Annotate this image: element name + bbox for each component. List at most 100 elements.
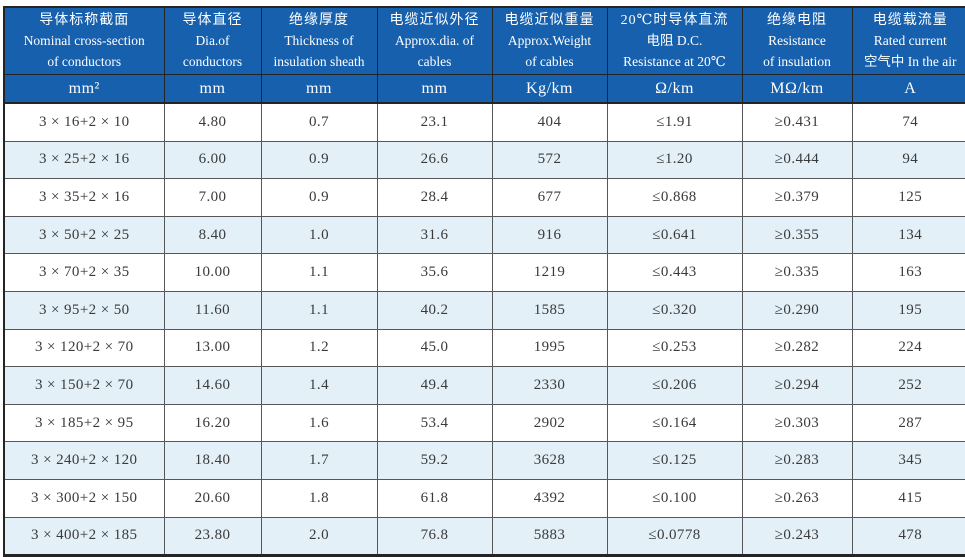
table-cell: 134	[851, 215, 965, 255]
table-body: 3 × 16+2 × 10 4.80 0.7 23.1 404 ≤1.91 ≥0.431 74…	[3, 102, 965, 557]
header-line-en: Resistance	[768, 33, 826, 49]
table-cell: 2330	[491, 366, 608, 405]
table-row: 3 × 240+2 × 120 18.40 1.7 59.2 3628 ≤0.125 ≥0.…	[3, 441, 965, 480]
table-cell: ≥0.282	[741, 328, 853, 368]
column-header-rated-current: 电缆载流量 Rated current 空气中 In the air	[851, 6, 965, 75]
table-cell: ≤0.443	[606, 253, 743, 292]
units-row: mm² mm mm mm Kg/km Ω/km MΩ/km A	[3, 74, 965, 104]
table-cell: 677	[491, 178, 608, 217]
header-line-zh: 绝缘厚度	[289, 13, 349, 29]
table-cell: 31.6	[376, 215, 493, 255]
header-line-en: Resistance at 20℃	[623, 53, 726, 69]
header-line-en: Approx.Weight	[507, 33, 592, 49]
table-cell: 0.9	[260, 140, 378, 180]
header-line-en: of insulation	[763, 53, 831, 69]
column-header-insulation-resistance: 绝缘电阻 Resistance of insulation	[741, 6, 853, 75]
table-cell: 59.2	[376, 441, 493, 480]
header-line-en: cables	[417, 53, 452, 69]
table-cell: 404	[491, 102, 608, 142]
cable-spec-table: 导体标称截面 Nominal cross-section of conducto…	[3, 6, 965, 557]
table-cell: 6.00	[163, 140, 262, 180]
table-row: 3 × 185+2 × 95 16.20 1.6 53.4 2902 ≤0.164 ≥0.3…	[3, 403, 965, 443]
table-cell: 3 × 185+2 × 95	[3, 403, 165, 443]
table-cell: 10.00	[163, 253, 262, 292]
table-cell: 23.80	[163, 516, 262, 557]
unit-cell-mm: mm	[376, 74, 493, 104]
table-cell: 1.0	[260, 215, 378, 255]
table-cell: ≤1.91	[606, 102, 743, 142]
table-cell: 478	[851, 516, 965, 557]
table-cell: 0.7	[260, 102, 378, 142]
table-cell: 3 × 16+2 × 10	[3, 102, 165, 142]
table-cell: 1219	[491, 253, 608, 292]
table-cell: 3 × 120+2 × 70	[3, 328, 165, 368]
unit-cell-mm: mm	[260, 74, 378, 104]
table-cell: 125	[851, 178, 965, 217]
unit-cell-mohm-km: MΩ/km	[741, 74, 853, 104]
table-cell: 26.6	[376, 140, 493, 180]
table-row: 3 × 25+2 × 16 6.00 0.9 26.6 572 ≤1.20 ≥0.444 94	[3, 140, 965, 180]
table-cell: ≤0.253	[606, 328, 743, 368]
table-row: 3 × 50+2 × 25 8.40 1.0 31.6 916 ≤0.641 ≥0.355 1…	[3, 215, 965, 255]
table-cell: 11.60	[163, 290, 262, 330]
column-header-approx-diameter: 电缆近似外径 Approx.dia. of cables	[376, 6, 493, 75]
column-header-insulation-thickness: 绝缘厚度 Thickness of insulation sheath	[260, 6, 378, 75]
table-cell: 2.0	[260, 516, 378, 557]
table-cell: ≥0.263	[741, 478, 853, 518]
table-cell: 3 × 240+2 × 120	[3, 441, 165, 480]
table-row: 3 × 120+2 × 70 13.00 1.2 45.0 1995 ≤0.253 ≥0.2…	[3, 328, 965, 368]
table-cell: 916	[491, 215, 608, 255]
table-cell: 1.6	[260, 403, 378, 443]
table-cell: ≤0.164	[606, 403, 743, 443]
header-line-zh: 绝缘电阻	[767, 13, 827, 29]
unit-cell-mm: mm	[163, 74, 262, 104]
header-line-en: insulation sheath	[273, 53, 365, 69]
table-cell: 3 × 400+2 × 185	[3, 516, 165, 557]
table-cell: ≤0.641	[606, 215, 743, 255]
table-row: 3 × 35+2 × 16 7.00 0.9 28.4 677 ≤0.868 ≥0.379 1…	[3, 178, 965, 217]
table-cell: 35.6	[376, 253, 493, 292]
table-cell: 4.80	[163, 102, 262, 142]
table-cell: ≤0.125	[606, 441, 743, 480]
table-cell: 61.8	[376, 478, 493, 518]
table-cell: 20.60	[163, 478, 262, 518]
table-row: 3 × 400+2 × 185 23.80 2.0 76.8 5883 ≤0.0778 ≥0…	[3, 516, 965, 557]
header-line-en: of conductors	[47, 53, 122, 69]
header-line-en: 电阻 D.C.	[646, 33, 703, 49]
header-line-zh: 导体直径	[182, 13, 243, 29]
table-cell: 2902	[491, 403, 608, 443]
table-cell: 1.1	[260, 290, 378, 330]
table-row: 3 × 16+2 × 10 4.80 0.7 23.1 404 ≤1.91 ≥0.431 74	[3, 102, 965, 142]
table-cell: 8.40	[163, 215, 262, 255]
column-header-approx-weight: 电缆近似重量 Approx.Weight of cables	[491, 6, 608, 75]
header-line-en: 空气中 In the air	[863, 53, 957, 69]
table-cell: 1.4	[260, 366, 378, 405]
header-line-zh: 电缆近似重量	[504, 13, 595, 29]
table-header: 导体标称截面 Nominal cross-section of conducto…	[3, 6, 965, 104]
table-cell: 3 × 50+2 × 25	[3, 215, 165, 255]
table-cell: 1585	[491, 290, 608, 330]
table-cell: 3 × 150+2 × 70	[3, 366, 165, 405]
table-cell: 3 × 70+2 × 35	[3, 253, 165, 292]
table-row: 3 × 70+2 × 35 10.00 1.1 35.6 1219 ≤0.443 ≥0.33…	[3, 253, 965, 292]
header-line-en: of cables	[525, 53, 574, 69]
header-line-zh: 20℃时导体直流	[620, 13, 729, 29]
table-cell: 252	[851, 366, 965, 405]
table-cell: 415	[851, 478, 965, 518]
table-cell: 7.00	[163, 178, 262, 217]
table-cell: 1995	[491, 328, 608, 368]
table-cell: ≤0.206	[606, 366, 743, 405]
table-cell: ≥0.355	[741, 215, 853, 255]
table-cell: ≥0.303	[741, 403, 853, 443]
table-cell: 94	[851, 140, 965, 180]
table-cell: ≥0.294	[741, 366, 853, 405]
table-cell: ≥0.243	[741, 516, 853, 557]
table-cell: 572	[491, 140, 608, 180]
header-line-en: Nominal cross-section	[23, 33, 145, 49]
table-cell: ≥0.283	[741, 441, 853, 480]
table-cell: 14.60	[163, 366, 262, 405]
header-line-zh: 电缆近似外径	[389, 13, 480, 29]
table-cell: 49.4	[376, 366, 493, 405]
header-line-en: Rated current	[873, 33, 947, 49]
